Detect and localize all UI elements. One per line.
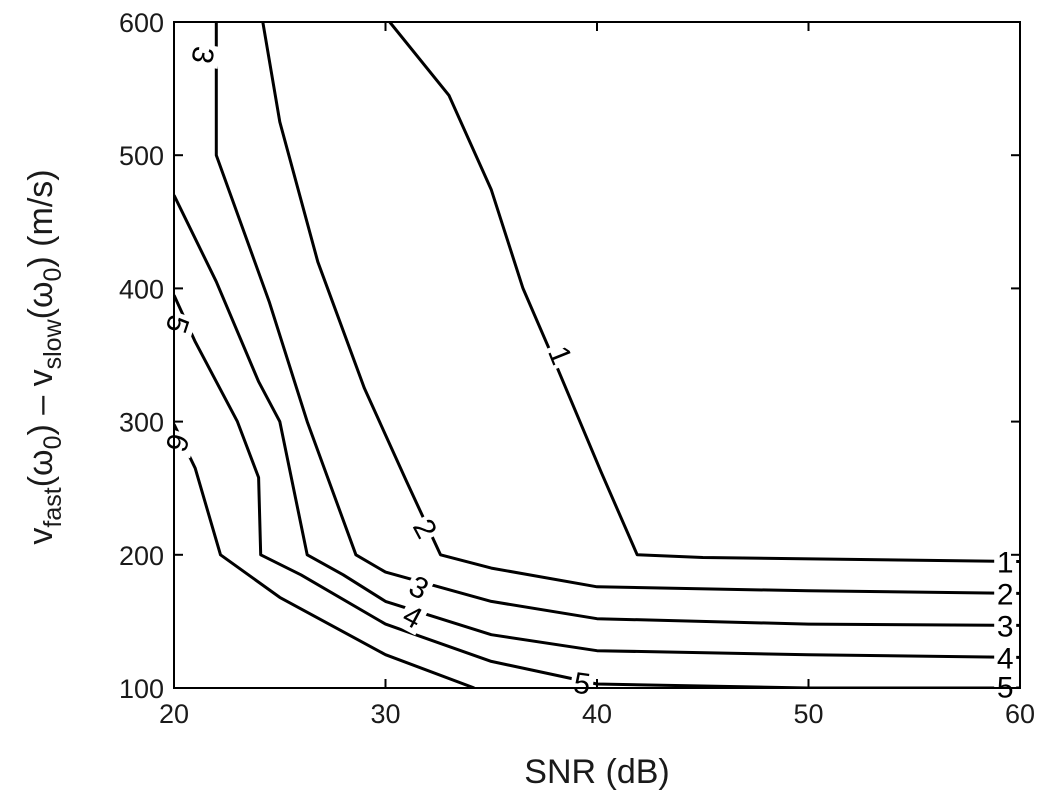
- contour-label-4: 4: [994, 641, 1017, 675]
- contour-lines: [174, 22, 1020, 688]
- contour-line-2: [261, 22, 1020, 595]
- contour-line-3: [214, 22, 1020, 627]
- contour-label-1: 1: [994, 545, 1017, 580]
- contour-label-3: 3: [184, 41, 222, 69]
- contour-line-5: [174, 294, 1020, 688]
- y-axis-ticks: 100 200 300 400 500 600: [119, 8, 1020, 704]
- x-tick-label: 40: [582, 699, 612, 729]
- svg-text:5: 5: [571, 667, 592, 702]
- contour-label-2: 2: [994, 577, 1017, 611]
- x-tick-label: 60: [1005, 699, 1035, 729]
- y-tick-label: 200: [119, 541, 164, 571]
- svg-text:1: 1: [997, 547, 1014, 580]
- x-tick-label: 50: [793, 699, 823, 729]
- x-tick-label: 20: [159, 699, 189, 729]
- svg-text:3: 3: [184, 44, 219, 66]
- x-axis-title: SNR (dB): [524, 753, 669, 791]
- contour-label-2: 2: [406, 510, 445, 546]
- y-tick-label: 300: [119, 408, 164, 438]
- y-tick-label: 400: [119, 274, 164, 304]
- y-tick-label: 600: [119, 8, 164, 38]
- contour-label-3: 3: [994, 609, 1017, 643]
- contour-line-1: [388, 22, 1020, 563]
- svg-text:4: 4: [997, 642, 1014, 675]
- contour-line-6: [174, 423, 475, 688]
- contour-label-5: 5: [159, 308, 197, 340]
- x-tick-label: 30: [370, 699, 400, 729]
- svg-text:2: 2: [997, 578, 1014, 611]
- contour-line-4: [174, 194, 1020, 659]
- y-tick-label: 100: [119, 674, 164, 704]
- y-tick-label: 500: [119, 141, 164, 171]
- contour-label-4: 4: [395, 596, 431, 636]
- contour-label-6: 6: [159, 427, 197, 459]
- contour-label-5: 5: [569, 665, 596, 702]
- svg-text:3: 3: [997, 610, 1014, 643]
- y-axis-title: vfast(ω0) – vslow(ω0) (m/s): [22, 169, 67, 544]
- x-axis-ticks: 20 30 40 50 60: [159, 22, 1035, 729]
